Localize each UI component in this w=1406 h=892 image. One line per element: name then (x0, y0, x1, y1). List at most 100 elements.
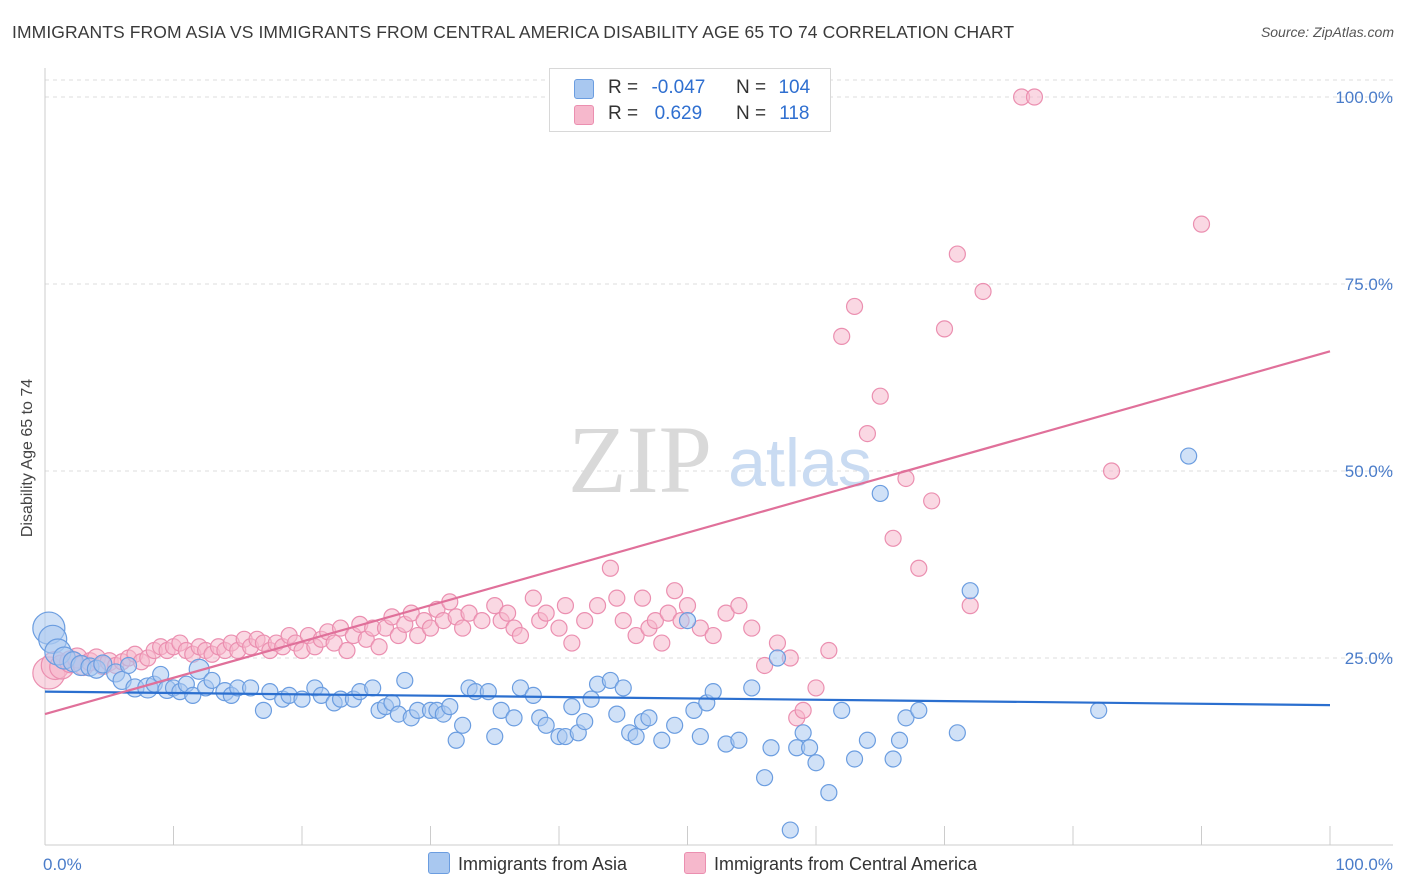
y-tick-label: 75.0% (1345, 275, 1393, 294)
central-america-point (563, 634, 581, 652)
bottom-legend-asia: Immigrants from Asia (428, 852, 627, 875)
gridlines (45, 79, 1393, 659)
central-america-point (524, 589, 542, 607)
central-america-point (325, 634, 343, 652)
central-america-point (794, 701, 812, 719)
trend-lines (44, 350, 1331, 716)
bottom-legend-ca-label: Immigrants from Central America (714, 854, 978, 874)
central-america-point (550, 619, 568, 637)
asia-point (1180, 447, 1198, 465)
central-america-point (338, 641, 356, 660)
legend-ca-r-label: R = (608, 103, 639, 124)
central-america-point (845, 297, 864, 316)
asia-point (762, 739, 780, 757)
asia-point (781, 821, 799, 839)
central-america-point (537, 604, 555, 622)
y-tick-label: 100.0% (1335, 88, 1393, 107)
chart-title: IMMIGRANTS FROM ASIA VS IMMIGRANTS FROM … (12, 22, 1015, 42)
asia-point (188, 658, 210, 680)
central-america-point (910, 559, 928, 577)
central-america-point (730, 597, 748, 615)
central-america-point (807, 679, 825, 697)
central-america-point (409, 626, 427, 645)
bottom-legend-central-america: Immigrants from Central America (684, 852, 977, 875)
central-america-point (833, 327, 851, 345)
central-america-point (974, 282, 992, 301)
watermark: ZIP atlas (568, 406, 872, 513)
central-america-point (743, 619, 761, 637)
asia-point (871, 484, 889, 503)
central-america-point (717, 604, 735, 622)
central-america-point (768, 634, 787, 652)
asia-point (755, 769, 774, 787)
asia-point (364, 679, 382, 697)
central-america-point (588, 597, 607, 615)
central-america-point (884, 529, 902, 547)
asia-point (608, 705, 626, 723)
y-tick-label: 25.0% (1345, 649, 1393, 668)
asia-point (730, 731, 748, 749)
central-america-point (1192, 215, 1211, 233)
legend-ca-n-label: N = (735, 103, 767, 124)
asia-point (640, 709, 658, 727)
asia-point (563, 698, 581, 716)
central-america-point (691, 619, 709, 637)
central-america-point (871, 387, 889, 405)
asia-point (910, 701, 928, 719)
asia-point (833, 701, 851, 719)
asia-point (203, 671, 221, 690)
central-america-legend-swatch-icon (684, 852, 706, 874)
asia-point (184, 686, 202, 705)
asia-point (704, 683, 722, 701)
asia-point (800, 739, 819, 757)
asia-point (505, 709, 523, 727)
central-america-point (923, 492, 941, 510)
y-tick-label: 50.0% (1345, 462, 1393, 481)
asia-point (1090, 701, 1108, 719)
central-america-point (659, 604, 677, 622)
central-america-point (1102, 462, 1121, 480)
asia-point (743, 679, 761, 697)
asia-point (845, 750, 864, 768)
asia-swatch-icon (574, 79, 594, 99)
series-asia-points (32, 447, 1198, 839)
legend-ca-n-value: 118 (779, 103, 810, 124)
axes (44, 68, 1393, 846)
x-tick-label-min: 0.0% (43, 855, 82, 874)
asia-point (884, 750, 902, 768)
central-america-point (370, 638, 388, 656)
asia-point (807, 754, 825, 772)
asia-point (524, 686, 542, 705)
asia-point (486, 727, 504, 746)
central-america-point (421, 619, 440, 637)
asia-point (653, 731, 671, 749)
central-america-point (1025, 88, 1044, 106)
central-america-point (948, 245, 966, 263)
asia-point (447, 731, 465, 749)
central-america-swatch-icon (574, 105, 594, 125)
asia-point (492, 701, 510, 719)
asia-point (820, 784, 838, 802)
asia-point (897, 709, 915, 727)
central-america-point (454, 619, 472, 637)
asia-point (441, 698, 459, 716)
central-america-point (820, 641, 838, 660)
central-america-point (646, 611, 664, 630)
asia-point (454, 716, 472, 734)
central-america-point (858, 425, 877, 443)
correlation-legend: R = -0.047 N = 104 R = 0.629 N = 118 (549, 68, 831, 132)
central-america-point (499, 604, 517, 622)
central-america-point (678, 597, 697, 615)
asia-point (961, 582, 979, 600)
central-america-point (511, 626, 530, 645)
asia-point (254, 701, 273, 719)
central-america-point (961, 597, 979, 615)
central-america-point (633, 589, 652, 607)
central-america-point (627, 626, 645, 645)
central-america-point (486, 597, 504, 615)
watermark-zip: ZIP (568, 406, 712, 513)
bottom-legend-asia-label: Immigrants from Asia (458, 854, 628, 874)
asia-point (261, 683, 279, 701)
asia-point (858, 731, 877, 749)
